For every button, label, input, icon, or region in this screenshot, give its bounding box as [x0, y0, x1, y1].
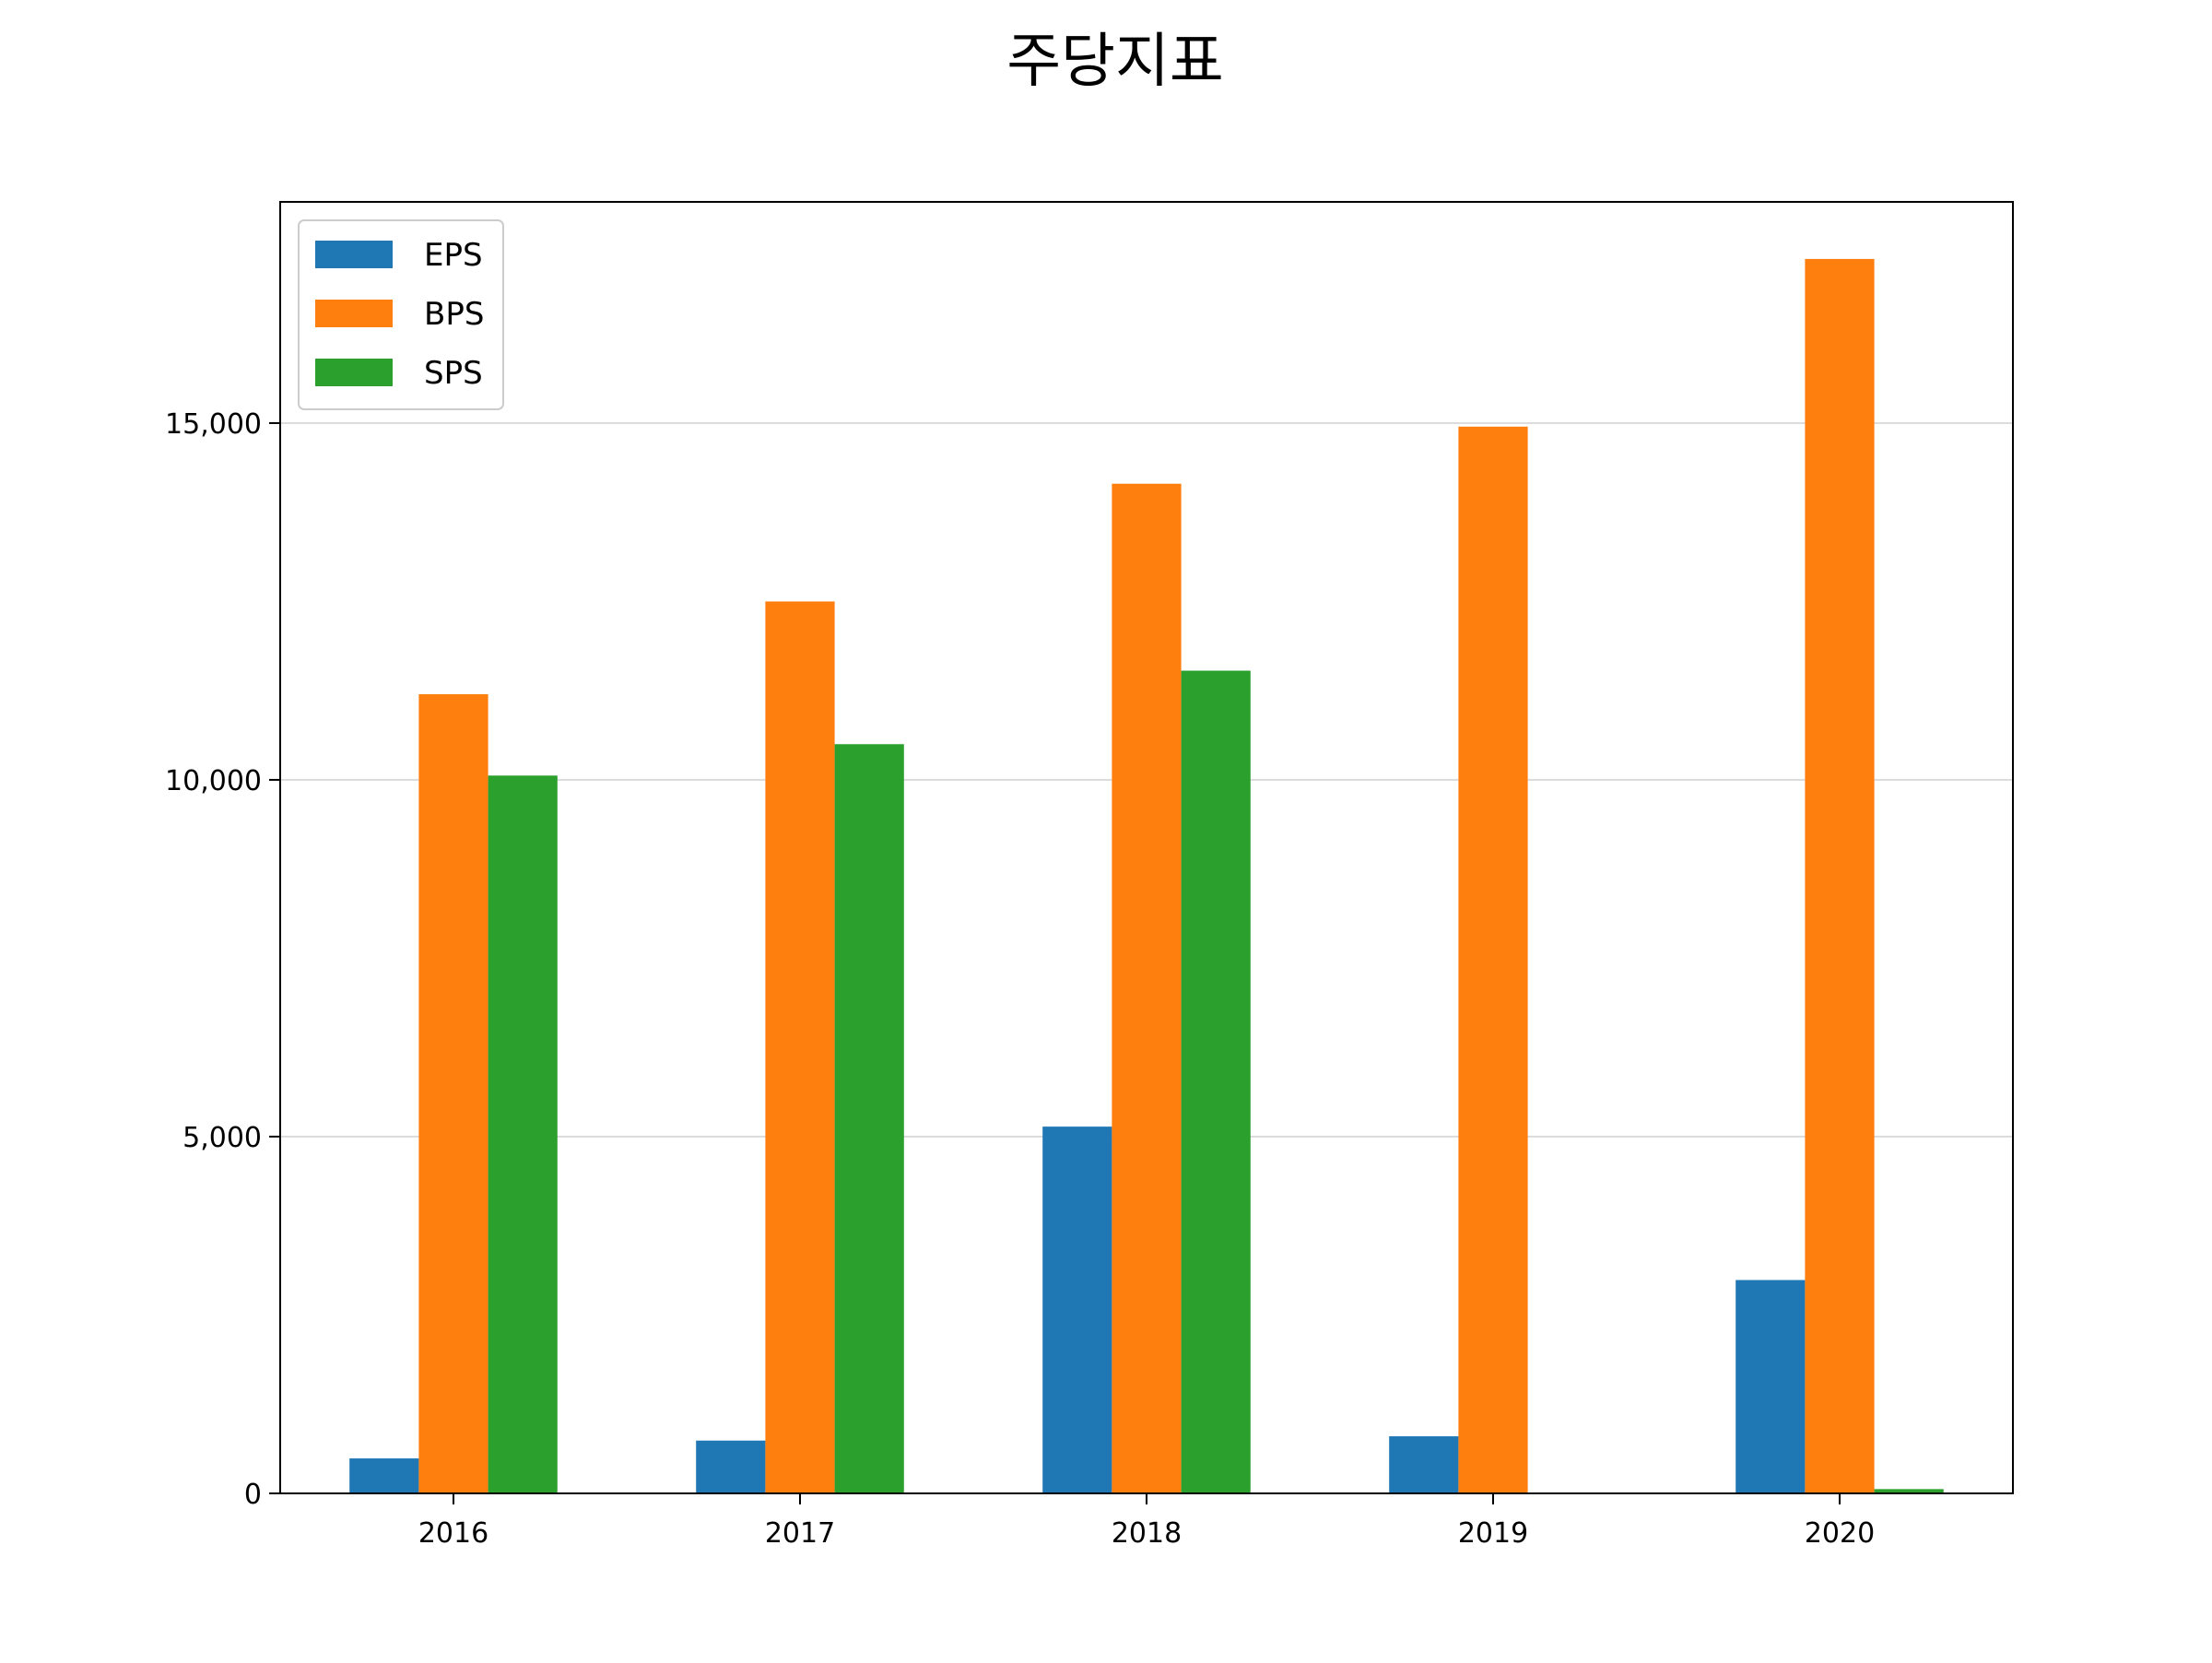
x-tick-label: 2020 — [1805, 1517, 1875, 1550]
bar-eps-2020 — [1735, 1280, 1806, 1493]
axes: 0 5,000 10,000 15,000 2016 2017 2018 2019 2020 — [165, 408, 1875, 1550]
bar-sps-2018 — [1181, 670, 1251, 1493]
bar-bps-2019 — [1458, 426, 1528, 1493]
legend-label-sps: SPS — [424, 355, 483, 392]
chart-title: 주당지표 — [1006, 28, 1224, 96]
bar-sps-2020 — [1874, 1489, 1944, 1493]
bars — [349, 258, 1944, 1494]
bar-sps-2016 — [488, 775, 558, 1493]
legend: EPS BPS SPS — [298, 219, 504, 410]
x-tick-label: 2018 — [1112, 1517, 1182, 1550]
y-tick-label: 10,000 — [165, 765, 262, 797]
legend-swatch-eps — [315, 241, 393, 268]
bar-eps-2018 — [1042, 1126, 1112, 1493]
x-tick-label: 2016 — [418, 1517, 488, 1550]
y-tick-label: 5,000 — [182, 1122, 262, 1154]
x-tick-label: 2019 — [1458, 1517, 1528, 1550]
bar-eps-2016 — [349, 1458, 419, 1493]
bar-bps-2020 — [1805, 258, 1875, 1494]
bar-sps-2017 — [834, 744, 904, 1493]
legend-swatch-bps — [315, 300, 393, 327]
legend-label-eps: EPS — [424, 237, 483, 274]
bar-eps-2019 — [1389, 1436, 1459, 1493]
legend-label-bps: BPS — [424, 296, 484, 333]
bar-bps-2017 — [765, 601, 835, 1493]
bar-bps-2018 — [1112, 483, 1182, 1493]
y-tick-label: 0 — [244, 1479, 262, 1511]
bar-eps-2017 — [696, 1440, 766, 1493]
y-tick-label: 15,000 — [165, 408, 262, 441]
x-tick-label: 2017 — [765, 1517, 835, 1550]
bar-bps-2016 — [418, 694, 488, 1493]
legend-swatch-sps — [315, 359, 393, 386]
